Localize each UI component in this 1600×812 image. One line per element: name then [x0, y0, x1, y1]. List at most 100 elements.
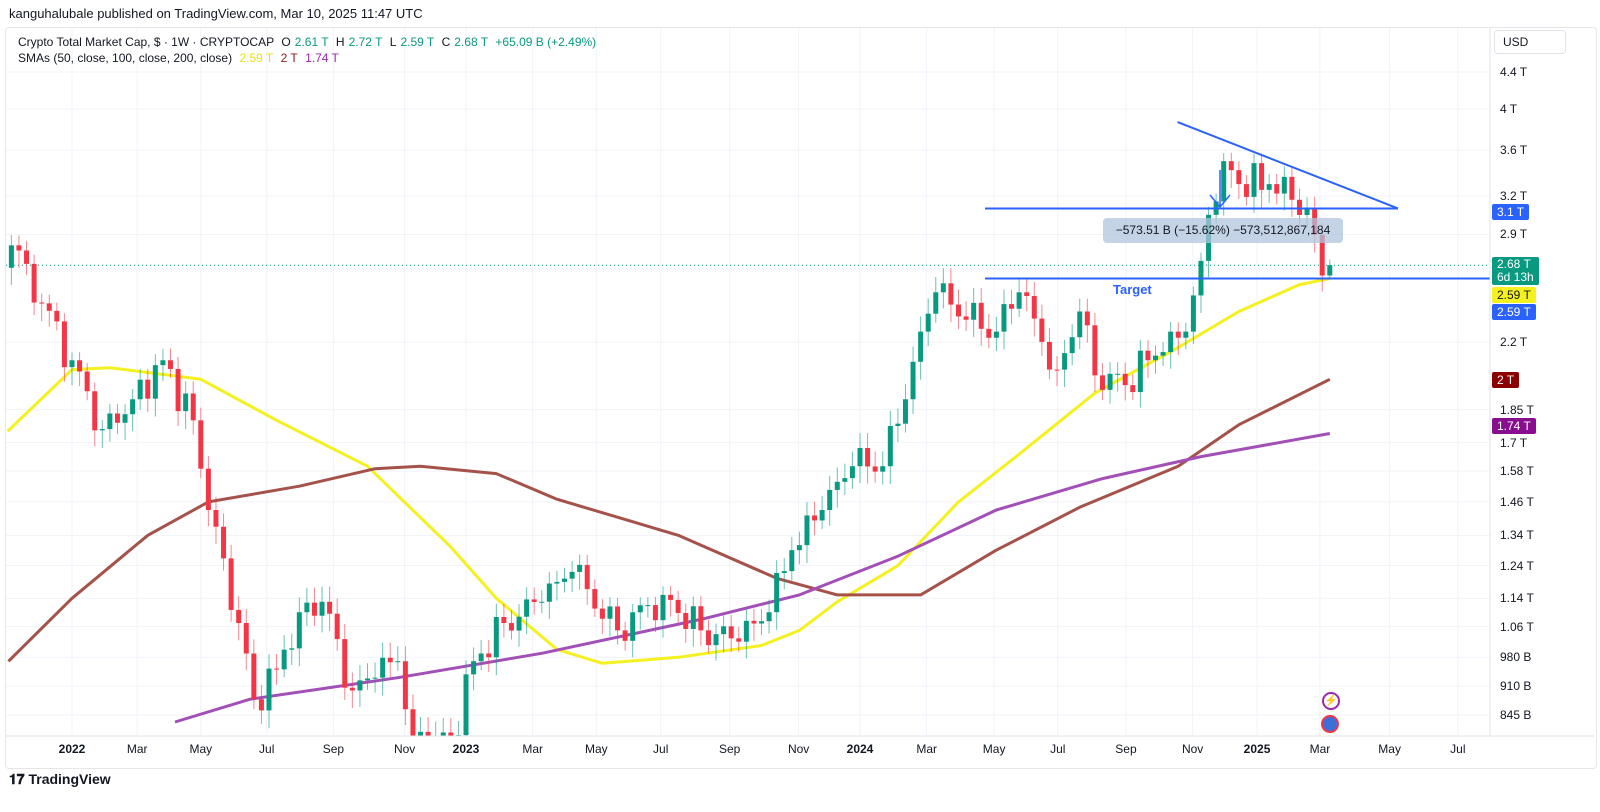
candle [1046, 341, 1052, 370]
candle [418, 731, 424, 736]
close-label: C [441, 35, 451, 49]
candle [1168, 331, 1174, 353]
price-tick: 4.4 T [1500, 65, 1528, 79]
candle [1190, 295, 1196, 332]
candle [1107, 373, 1113, 390]
plot-area [6, 28, 1490, 736]
candle [713, 634, 719, 646]
us-flag-icon[interactable] [1321, 715, 1339, 733]
candle [1016, 292, 1022, 309]
time-tick: Mar [916, 742, 938, 756]
candle [1084, 311, 1090, 326]
candle [986, 328, 992, 338]
time-tick: Jul [1450, 742, 1466, 756]
candle [849, 466, 855, 479]
price-tick: 3.6 T [1500, 143, 1528, 158]
candle [1236, 170, 1242, 185]
candle [281, 649, 287, 670]
candle [1130, 385, 1136, 393]
candle [54, 310, 60, 322]
candle [902, 399, 908, 424]
time-tick: Sep [322, 742, 345, 756]
candle [895, 423, 901, 427]
candle [160, 360, 166, 366]
low-label: L [389, 35, 397, 49]
time-tick: Mar [126, 742, 148, 756]
candle [592, 589, 598, 609]
price-tick: 1.7 T [1500, 435, 1528, 450]
candle [963, 316, 969, 320]
candle [918, 331, 924, 362]
candle [607, 606, 613, 619]
candle [410, 709, 416, 736]
candle [1001, 304, 1007, 332]
candle [993, 331, 999, 338]
trendline [1177, 121, 1399, 210]
candle [1183, 331, 1189, 338]
candle [1153, 355, 1159, 361]
logo-text: TradingView [28, 771, 111, 787]
price-tick: 1.06 T [1500, 619, 1534, 634]
candle [175, 368, 181, 412]
candle [1175, 331, 1181, 338]
candle [759, 621, 765, 624]
candle [524, 599, 530, 617]
price-tick: 845 B [1500, 708, 1532, 722]
candle [486, 653, 492, 658]
time-tick: 2023 [452, 742, 480, 756]
candle [508, 623, 514, 631]
measure-label[interactable]: −573.51 B (−15.62%) −573,512,867,184 [1103, 218, 1343, 243]
candle [948, 283, 954, 305]
candle [933, 292, 939, 314]
candle [615, 606, 621, 631]
chart-legend: Crypto Total Market Cap, $ · 1W · CRYPTO… [18, 34, 600, 66]
candle [311, 602, 317, 616]
candle [266, 668, 272, 711]
candle [258, 699, 264, 711]
candle [122, 414, 128, 423]
time-tick: Jul [259, 742, 275, 756]
candle [440, 732, 446, 736]
candle [16, 245, 22, 251]
candle [698, 606, 704, 631]
price-tick: 4 T [1500, 102, 1518, 117]
sma200-price-tag: 1.74 T [1492, 418, 1536, 434]
sma200-line [174, 432, 1331, 724]
candle [107, 413, 113, 430]
time-tick: 2024 [846, 742, 874, 756]
candle [1077, 311, 1083, 338]
candle [205, 468, 211, 510]
candle [1243, 184, 1249, 197]
change-value: +65.09 B (+2.49%) [495, 35, 597, 49]
low-value: 2.59 T [400, 35, 435, 49]
candle [622, 630, 628, 641]
lightning-icon[interactable]: ⚡ [1322, 692, 1340, 710]
candle [471, 661, 477, 675]
symbol-title[interactable]: Crypto Total Market Cap, $ · 1W · CRYPTO… [18, 35, 275, 49]
candle [1145, 350, 1151, 361]
candle [304, 602, 310, 613]
candle [92, 391, 98, 431]
down-arrow-icon [1209, 170, 1231, 209]
price-tick: 1.14 T [1500, 591, 1534, 606]
open-value: 2.61 T [294, 35, 329, 49]
candle [243, 623, 249, 654]
sma50-price-tag: 2.59 T [1492, 287, 1536, 303]
candle [289, 648, 295, 650]
candle [1281, 176, 1287, 194]
close-value: 2.68 T [454, 35, 489, 49]
candle [539, 601, 545, 603]
candle [395, 661, 401, 663]
candle [433, 735, 439, 736]
sma-indicator-label[interactable]: SMAs (50, close, 100, close, 200, close) [18, 51, 233, 65]
candle [880, 466, 886, 472]
target-label[interactable]: Target [1113, 282, 1152, 297]
currency-button[interactable]: USD [1494, 30, 1566, 54]
candle [1092, 325, 1098, 376]
time-tick: 2022 [58, 742, 86, 756]
candle [819, 509, 825, 521]
candle [1039, 318, 1045, 342]
tradingview-logo[interactable]: 𝟏𝟕 TradingView [9, 771, 111, 788]
candle [8, 245, 14, 268]
